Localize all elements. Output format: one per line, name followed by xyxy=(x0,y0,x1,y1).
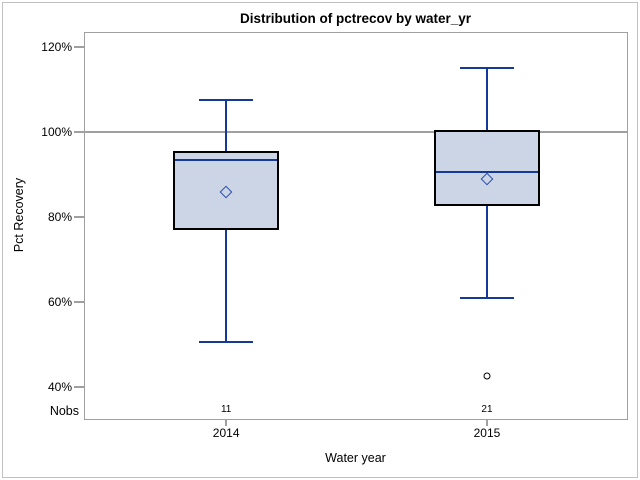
reference-line-100pct xyxy=(83,131,628,133)
y-tick-label: 120% xyxy=(41,40,72,54)
box-2014 xyxy=(173,151,280,230)
x-axis-label: Water year xyxy=(325,451,386,465)
y-tick-mark xyxy=(73,301,84,303)
median-line-2014 xyxy=(175,158,278,161)
whisker-cap-high-2014 xyxy=(199,99,254,102)
y-tick-mark xyxy=(73,216,84,218)
nobs-value-2014: 11 xyxy=(220,404,232,415)
plot-frame xyxy=(83,32,628,420)
x-tick-label-2015: 2015 xyxy=(473,426,501,440)
y-tick-label: 40% xyxy=(47,380,72,394)
box-2015 xyxy=(433,129,540,207)
nobs-row-label: Nobs xyxy=(49,404,79,418)
whisker-cap-low-2015 xyxy=(459,296,514,299)
nobs-value-2015: 21 xyxy=(481,404,493,415)
outlier-marker-2015 xyxy=(483,372,491,380)
x-tick-mark-2015 xyxy=(486,419,488,426)
y-tick-mark xyxy=(73,46,84,48)
median-line-2015 xyxy=(435,171,538,174)
y-tick-label: 60% xyxy=(47,295,72,309)
y-tick-label: 80% xyxy=(47,210,72,224)
chart-title: Distribution of pctrecov by water_yr xyxy=(239,11,472,26)
x-tick-label-2014: 2014 xyxy=(212,426,240,440)
y-tick-mark xyxy=(73,386,84,388)
y-tick-label: 100% xyxy=(41,125,72,139)
x-tick-mark-2014 xyxy=(225,419,227,426)
whisker-cap-low-2014 xyxy=(199,341,254,344)
whisker-cap-high-2015 xyxy=(459,67,514,70)
y-tick-mark xyxy=(73,131,84,133)
